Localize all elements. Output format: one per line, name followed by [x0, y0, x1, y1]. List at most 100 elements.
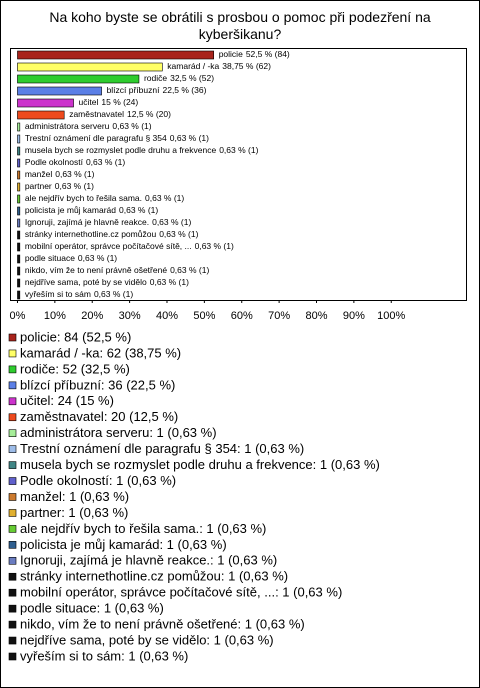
legend-swatch [8, 365, 17, 374]
legend-label: nejdříve sama, poté by se vidělo: 1 (0,6… [20, 632, 274, 647]
bar [17, 182, 21, 192]
legend-label: administrátora serveru: 1 (0,63 %) [20, 425, 217, 440]
bar-category: administrátora serveru [25, 121, 110, 131]
legend-swatch [8, 541, 17, 549]
bar-value-label: 0,63 % (1) [219, 145, 258, 155]
bar-label: Trestní oznámení dle paragrafu § 354 0,63… [25, 133, 209, 143]
legend-label: vyřeším si to sám: 1 (0,63 %) [20, 648, 188, 663]
bar-value-label: 0,63 % (1) [86, 157, 125, 167]
legend-swatch [8, 461, 17, 469]
bar-label: rodiče 32,5 % (52) [144, 73, 214, 83]
bar [17, 146, 21, 156]
bar-value-label: 0,63 % (1) [55, 181, 94, 191]
legend-swatch [8, 413, 17, 422]
bar-category: musela bych se rozmyslet podle druhu a f… [25, 145, 217, 155]
bar-value-label: 0,63 % (1) [150, 277, 189, 287]
legend-swatch [8, 556, 17, 565]
bar-label: podle situace 0,63 % (1) [25, 253, 117, 263]
legend-label: partner: 1 (0,63 %) [20, 505, 128, 520]
bar-category: blízcí příbuzní [107, 85, 161, 95]
x-tick-label: 50% [193, 310, 215, 322]
bar-label: vyřeším si to sám 0,63 % (1) [25, 289, 134, 299]
legend-label: manžel: 1 (0,63 %) [20, 489, 129, 504]
bar [17, 170, 21, 180]
x-tick-label: 80% [305, 310, 327, 322]
bar [17, 254, 21, 264]
bar [17, 98, 74, 108]
legend-label: stránky internethotline.cz pomůžou: 1 (0… [20, 569, 288, 584]
bar-label: stránky internethotline.cz pomůžou 0,63 %… [25, 229, 199, 239]
bar-label: nikdo, vím že to není právně ošetřené 0,6… [25, 265, 210, 275]
bar-value-label: 52,5 % (84) [246, 49, 290, 59]
legend-swatch [8, 381, 17, 390]
bar-category: stránky internethotline.cz pomůžou [25, 229, 157, 239]
x-tick-label: 20% [81, 310, 103, 322]
bar-value-label: 0,63 % (1) [55, 169, 94, 179]
bar-label: policie 52,5 % (84) [219, 49, 290, 59]
bar-label: mobilní operátor, správce počítačové sít… [25, 241, 234, 251]
legend-swatch [8, 333, 17, 342]
bar-category: Podle okolností [25, 157, 84, 167]
bar [17, 74, 140, 84]
bar-category: učitel [79, 97, 99, 107]
legend-label: Podle okolností: 1 (0,63 %) [20, 473, 176, 488]
bar-category: Trestní oznámení dle paragrafu § 354 [25, 133, 167, 143]
legend-label: kamarád / -ka: 62 (38,75 %) [20, 345, 181, 360]
legend-swatch [8, 588, 17, 597]
bar [17, 266, 21, 276]
legend-label: podle situace: 1 (0,63 %) [20, 601, 164, 616]
legend-label: Ignoruji, zajímá je hlavně reakce.: 1 (0… [20, 553, 277, 568]
legend-swatch [8, 636, 17, 645]
x-tick-label: 70% [268, 310, 290, 322]
bar-label: ale nejdřív bych to řešila sama. 0,63 % (… [25, 193, 185, 203]
bar-value-label: 22,5 % (36) [162, 85, 206, 95]
legend-swatch [8, 445, 17, 453]
bar [17, 290, 21, 300]
plot-frame [10, 48, 467, 301]
legend-label: zaměstnavatel: 20 (12,5 %) [20, 409, 178, 424]
bar-category: rodiče [144, 73, 167, 83]
bar-category: kamarád / -ka [167, 61, 219, 71]
bar [17, 230, 21, 240]
bar-category: nikdo, vím že to není právně ošetřené [25, 265, 167, 275]
bar [17, 110, 65, 120]
bar-label: Podle okolností 0,63 % (1) [25, 157, 126, 167]
bar [17, 62, 163, 72]
legend-label: policie: 84 (52,5 %) [20, 329, 131, 344]
bar-value-label: 0,63 % (1) [170, 133, 209, 143]
legend-label: Trestní oznámení dle paragrafu § 354: 1 … [20, 441, 304, 456]
x-tick-label: 30% [119, 310, 141, 322]
bar-value-label: 12,5 % (20) [127, 109, 171, 119]
bar-category: mobilní operátor, správce počítačové sít… [25, 241, 192, 251]
legend-swatch [8, 652, 17, 661]
bar-label: policista je můj kamarád 0,63 % (1) [25, 205, 159, 215]
bar-label: nejdříve sama, poté by se vidělo 0,63 % (… [25, 277, 189, 287]
bar-category: ale nejdřív bych to řešila sama. [25, 193, 142, 203]
bar-value-label: 0,63 % (1) [94, 289, 133, 299]
bar [17, 278, 21, 288]
legend-swatch [8, 572, 17, 581]
legend-swatch [8, 509, 17, 517]
bar-value-label: 0,63 % (1) [119, 205, 158, 215]
bar-value-label: 0,63 % (1) [112, 121, 151, 131]
bar [17, 218, 21, 228]
bar-value-label: 0,63 % (1) [159, 229, 198, 239]
bar-value-label: 0,63 % (1) [195, 241, 234, 251]
chart-title: Na koho byste se obrátili s prosbou o po… [49, 9, 431, 42]
legend-label: blízcí příbuzní: 36 (22,5 %) [20, 377, 175, 392]
x-tick-label: 0% [10, 310, 26, 322]
bar [17, 194, 21, 204]
bar-category: Ignoruji, zajímá je hlavně reakce. [25, 217, 149, 227]
title-line: kyberšikanu? [199, 26, 282, 42]
x-tick-label: 40% [156, 310, 178, 322]
legend-swatch [8, 429, 17, 438]
bar-label: zaměstnavatel 12,5 % (20) [69, 109, 171, 119]
legend-label: musela bych se rozmyslet podle druhu a f… [20, 457, 380, 472]
bar-category: vyřeším si to sám [25, 289, 91, 299]
x-tick-label: 90% [343, 310, 365, 322]
bar-label: kamarád / -ka 38,75 % (62) [167, 61, 271, 71]
bar-value-label: 15 % (24) [101, 97, 138, 107]
bar-label: administrátora serveru 0,63 % (1) [25, 121, 152, 131]
